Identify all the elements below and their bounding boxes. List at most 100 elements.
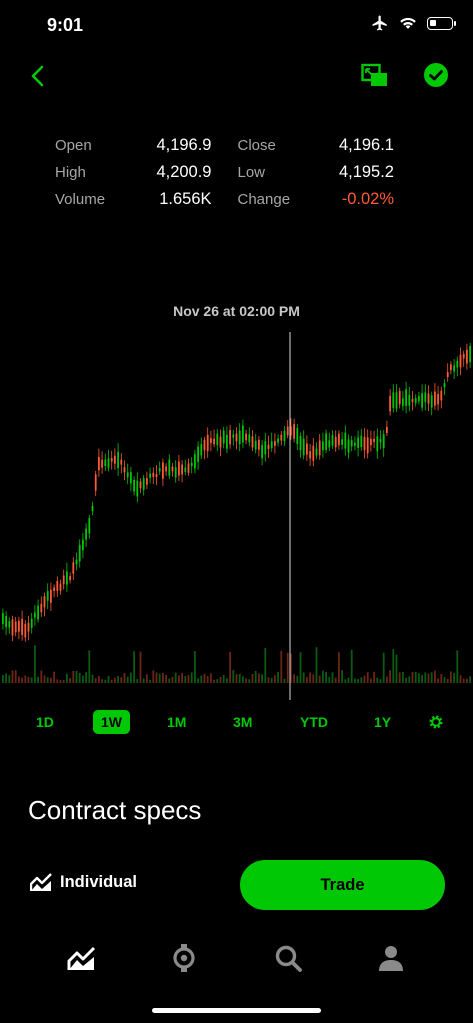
volume-bar bbox=[264, 647, 267, 683]
timeframe-selector: 1D 1W 1M 3M YTD 1Y bbox=[0, 708, 473, 736]
volume-bar bbox=[338, 652, 340, 683]
volume-bar bbox=[251, 673, 254, 683]
volume-bar bbox=[226, 678, 228, 683]
volume-bar bbox=[229, 651, 231, 683]
candle bbox=[430, 395, 433, 408]
nav-bar bbox=[0, 58, 473, 94]
picture-in-picture-icon[interactable] bbox=[361, 62, 389, 90]
change-value: -0.02% bbox=[341, 190, 394, 208]
timeframe-1w[interactable]: 1W bbox=[93, 710, 130, 734]
volume-bar bbox=[408, 676, 411, 683]
browse-icon[interactable] bbox=[168, 942, 200, 974]
timeframe-1y[interactable]: 1Y bbox=[374, 714, 392, 730]
candle bbox=[152, 472, 155, 478]
volume-bar bbox=[18, 676, 20, 683]
volume-bar bbox=[386, 676, 388, 683]
volume-bar bbox=[450, 671, 452, 683]
volume-bar bbox=[197, 678, 199, 683]
candle bbox=[453, 365, 455, 372]
candle bbox=[296, 428, 299, 444]
candle bbox=[402, 398, 404, 407]
volume-bar bbox=[104, 679, 107, 683]
back-chevron-icon[interactable] bbox=[26, 62, 50, 90]
volume-bar bbox=[152, 670, 155, 683]
candle bbox=[376, 436, 379, 452]
candle bbox=[450, 364, 452, 371]
candle bbox=[264, 441, 267, 455]
volume-bar bbox=[434, 670, 436, 683]
volume-bar bbox=[389, 670, 391, 683]
battery-level bbox=[430, 19, 436, 26]
price-chart[interactable] bbox=[0, 290, 473, 710]
candle bbox=[210, 438, 212, 444]
status-icons bbox=[371, 14, 456, 32]
timeframe-ytd[interactable]: YTD bbox=[300, 714, 328, 730]
volume-value: 1.656K bbox=[159, 190, 212, 208]
volume-bar bbox=[24, 675, 27, 683]
volume-bar bbox=[107, 675, 110, 683]
wifi-icon bbox=[400, 17, 416, 29]
check-circle-icon[interactable] bbox=[423, 62, 449, 88]
volume-bar bbox=[62, 679, 65, 683]
timeframe-1m[interactable]: 1M bbox=[167, 714, 187, 730]
volume-bar bbox=[142, 678, 145, 683]
volume-bar bbox=[360, 677, 363, 683]
candle bbox=[2, 613, 4, 624]
account-icon[interactable] bbox=[375, 942, 407, 974]
candle bbox=[251, 436, 254, 448]
chart-icon[interactable] bbox=[66, 942, 98, 974]
volume-bar bbox=[469, 676, 471, 683]
candle bbox=[370, 438, 372, 446]
volume-bar bbox=[306, 677, 308, 683]
account-selector[interactable]: Individual bbox=[30, 872, 137, 892]
search-icon[interactable] bbox=[272, 942, 304, 974]
candle bbox=[232, 434, 235, 438]
stat-row: High 4,200.9 Low 4,195.2 bbox=[55, 159, 420, 186]
candle bbox=[405, 389, 407, 406]
candle bbox=[469, 346, 471, 363]
candle bbox=[203, 440, 206, 451]
candle bbox=[104, 459, 107, 467]
crosshair-date-label: Nov 26 at 02:00 PM bbox=[173, 303, 300, 319]
volume-bar bbox=[2, 674, 4, 683]
volume-bar bbox=[370, 678, 372, 683]
candle bbox=[245, 433, 247, 441]
volume-bar bbox=[293, 674, 295, 683]
chart-settings-gear-icon[interactable] bbox=[427, 713, 445, 731]
candle bbox=[302, 438, 305, 456]
candle bbox=[18, 620, 20, 632]
timeframe-1d[interactable]: 1D bbox=[36, 714, 54, 730]
volume-bar bbox=[443, 677, 446, 683]
candle bbox=[53, 587, 55, 592]
trade-button[interactable]: Trade bbox=[240, 860, 445, 910]
candle bbox=[341, 439, 343, 445]
volume-bar bbox=[203, 673, 206, 683]
volume-bar bbox=[56, 679, 59, 683]
volume-bar bbox=[14, 670, 17, 683]
candle bbox=[238, 430, 241, 445]
candle bbox=[21, 618, 23, 635]
volume-bar bbox=[453, 672, 455, 683]
candle bbox=[338, 433, 340, 446]
candle bbox=[85, 528, 87, 540]
volume-bar bbox=[382, 652, 385, 683]
volume-bar bbox=[315, 647, 318, 683]
candle bbox=[168, 459, 171, 476]
candle bbox=[24, 623, 27, 638]
volume-bar bbox=[446, 678, 449, 683]
volume-bar bbox=[395, 654, 398, 683]
volume-bar bbox=[286, 652, 289, 683]
candle bbox=[408, 395, 411, 406]
volume-bar bbox=[8, 675, 11, 683]
volume-bar bbox=[347, 677, 350, 683]
candle bbox=[418, 396, 420, 402]
volume-bar bbox=[190, 672, 193, 683]
candle bbox=[8, 621, 11, 628]
timeframe-3m[interactable]: 3M bbox=[233, 714, 253, 730]
candle bbox=[69, 576, 71, 581]
candle bbox=[200, 444, 203, 456]
volume-bar bbox=[235, 674, 238, 683]
candle bbox=[437, 393, 439, 405]
candle bbox=[322, 441, 324, 451]
volume-bar bbox=[325, 672, 327, 683]
